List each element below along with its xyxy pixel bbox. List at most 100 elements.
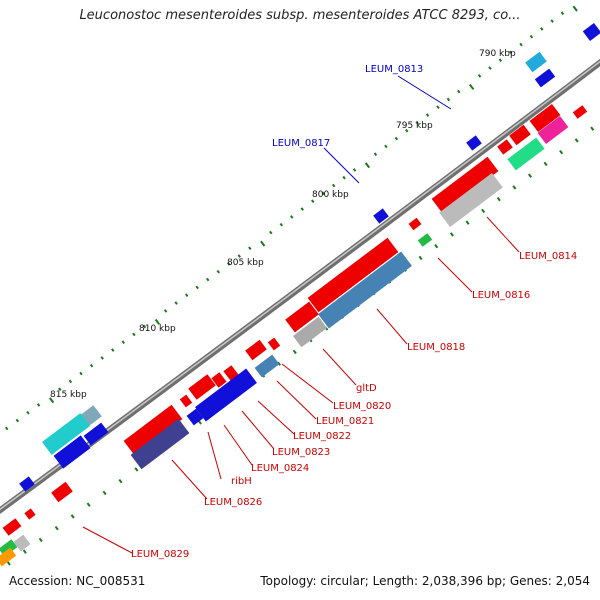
feature-block[interactable] (537, 115, 569, 145)
scale-tick-marks (4, 5, 578, 431)
feature-block[interactable] (188, 374, 216, 400)
scale-tick (477, 74, 482, 78)
inner-tick (134, 467, 139, 472)
scale-tick (572, 5, 578, 12)
inner-tick (590, 126, 595, 131)
scale-tick (394, 136, 399, 141)
feature-block[interactable] (254, 354, 280, 378)
feature-block[interactable] (2, 518, 22, 536)
label-leader-lines (82, 75, 520, 554)
feature-block[interactable] (509, 124, 531, 146)
inner-tick (543, 161, 548, 167)
scale-tick (290, 215, 294, 219)
feature-block[interactable] (186, 408, 204, 426)
gene-label-leum-0823[interactable]: LEUM_0823 (272, 447, 330, 458)
scale-label: 805 kbp (227, 258, 264, 268)
gene-label-leum-0826[interactable]: LEUM_0826 (204, 497, 262, 508)
inner-tick (434, 243, 439, 249)
gene-label-leum-0820[interactable]: LEUM_0820 (333, 401, 391, 412)
gene-label-leum-0824[interactable]: LEUM_0824 (251, 463, 309, 474)
feature-block[interactable] (42, 413, 90, 455)
feature-block[interactable] (582, 22, 600, 42)
gene-label-leum-0814[interactable]: LEUM_0814 (519, 251, 577, 262)
feature-block[interactable] (497, 139, 513, 155)
scale-tick (132, 332, 136, 337)
gene-label-leum-0813[interactable]: LEUM_0813 (365, 64, 423, 75)
inner-tick (102, 490, 107, 496)
scale-tick (163, 309, 168, 313)
scale-tick (384, 144, 388, 149)
feature-block[interactable] (223, 365, 239, 381)
feature-block[interactable] (211, 372, 227, 388)
scale-tick (206, 277, 210, 282)
feature-block[interactable] (466, 135, 482, 151)
gene-label-leum-0816[interactable]: LEUM_0816 (472, 290, 530, 301)
feature-block[interactable] (307, 237, 399, 313)
feature-block[interactable] (439, 172, 503, 228)
genome-info-footer: Topology: circular; Length: 2,038,396 bp… (260, 574, 590, 588)
feature-block[interactable] (529, 103, 561, 133)
scale-tick (36, 403, 41, 407)
inner-tick (38, 537, 43, 543)
feature-block[interactable] (13, 534, 31, 552)
scale-tick (4, 426, 9, 431)
scale-tick (248, 246, 252, 251)
gene-label-leum-0829[interactable]: LEUM_0829 (131, 549, 189, 560)
inner-tick (22, 549, 27, 554)
gene-label-gltd[interactable]: gltD (356, 383, 377, 394)
scale-tick (457, 89, 461, 94)
feature-block[interactable] (0, 547, 17, 567)
feature-block[interactable] (417, 233, 433, 247)
feature-block[interactable] (267, 337, 281, 351)
inner-tick (527, 173, 532, 178)
scale-tick (58, 387, 62, 392)
feature-block[interactable] (123, 404, 183, 456)
feature-block[interactable] (534, 68, 556, 88)
feature-block[interactable] (53, 435, 91, 469)
scale-tick (111, 348, 115, 352)
scale-label: 815 kbp (50, 390, 87, 400)
scale-tick (269, 230, 273, 235)
feature-block[interactable] (19, 476, 35, 492)
scale-tick (195, 285, 199, 290)
feature-block[interactable] (507, 137, 545, 171)
gene-label-ribh[interactable]: ribH (231, 476, 252, 487)
feature-block[interactable] (195, 368, 257, 422)
scale-tick (154, 318, 161, 325)
scale-tick (300, 207, 304, 211)
scale-tick (311, 199, 315, 204)
feature-block[interactable] (0, 539, 18, 557)
scale-label: 795 kbp (396, 121, 433, 131)
feature-block[interactable] (179, 394, 193, 408)
feature-block[interactable] (525, 51, 547, 73)
scale-tick (237, 254, 241, 258)
feature-block[interactable] (572, 105, 588, 119)
inner-tick (86, 502, 91, 507)
scale-tick (529, 34, 534, 39)
gene-label-leum-0821[interactable]: LEUM_0821 (316, 416, 374, 427)
feature-block[interactable] (285, 301, 319, 333)
feature-block[interactable] (373, 208, 389, 224)
inner-tick (54, 525, 59, 531)
feature-block[interactable] (245, 339, 267, 361)
scale-label: 810 kbp (139, 324, 176, 334)
feature-block[interactable] (24, 508, 36, 520)
feature-block[interactable] (408, 217, 422, 231)
feature-block[interactable] (431, 156, 499, 214)
feature-block[interactable] (51, 481, 73, 503)
map-title: Leuconostoc mesenteroides subsp. mesente… (79, 8, 521, 23)
feature-block[interactable] (83, 422, 109, 446)
scale-tick (26, 410, 30, 415)
gene-label-leum-0822[interactable]: LEUM_0822 (293, 431, 351, 442)
feature-block[interactable] (318, 251, 412, 329)
inner-tick (559, 149, 564, 155)
gene-label-leum-0817[interactable]: LEUM_0817 (272, 138, 330, 149)
accession-footer: Accession: NC_008531 (9, 574, 145, 588)
feature-block[interactable] (293, 316, 327, 348)
scale-tick (488, 66, 492, 70)
gene-label-leum-0818[interactable]: LEUM_0818 (407, 342, 465, 353)
accession-value: NC_008531 (76, 574, 146, 588)
feature-block[interactable] (130, 418, 190, 470)
